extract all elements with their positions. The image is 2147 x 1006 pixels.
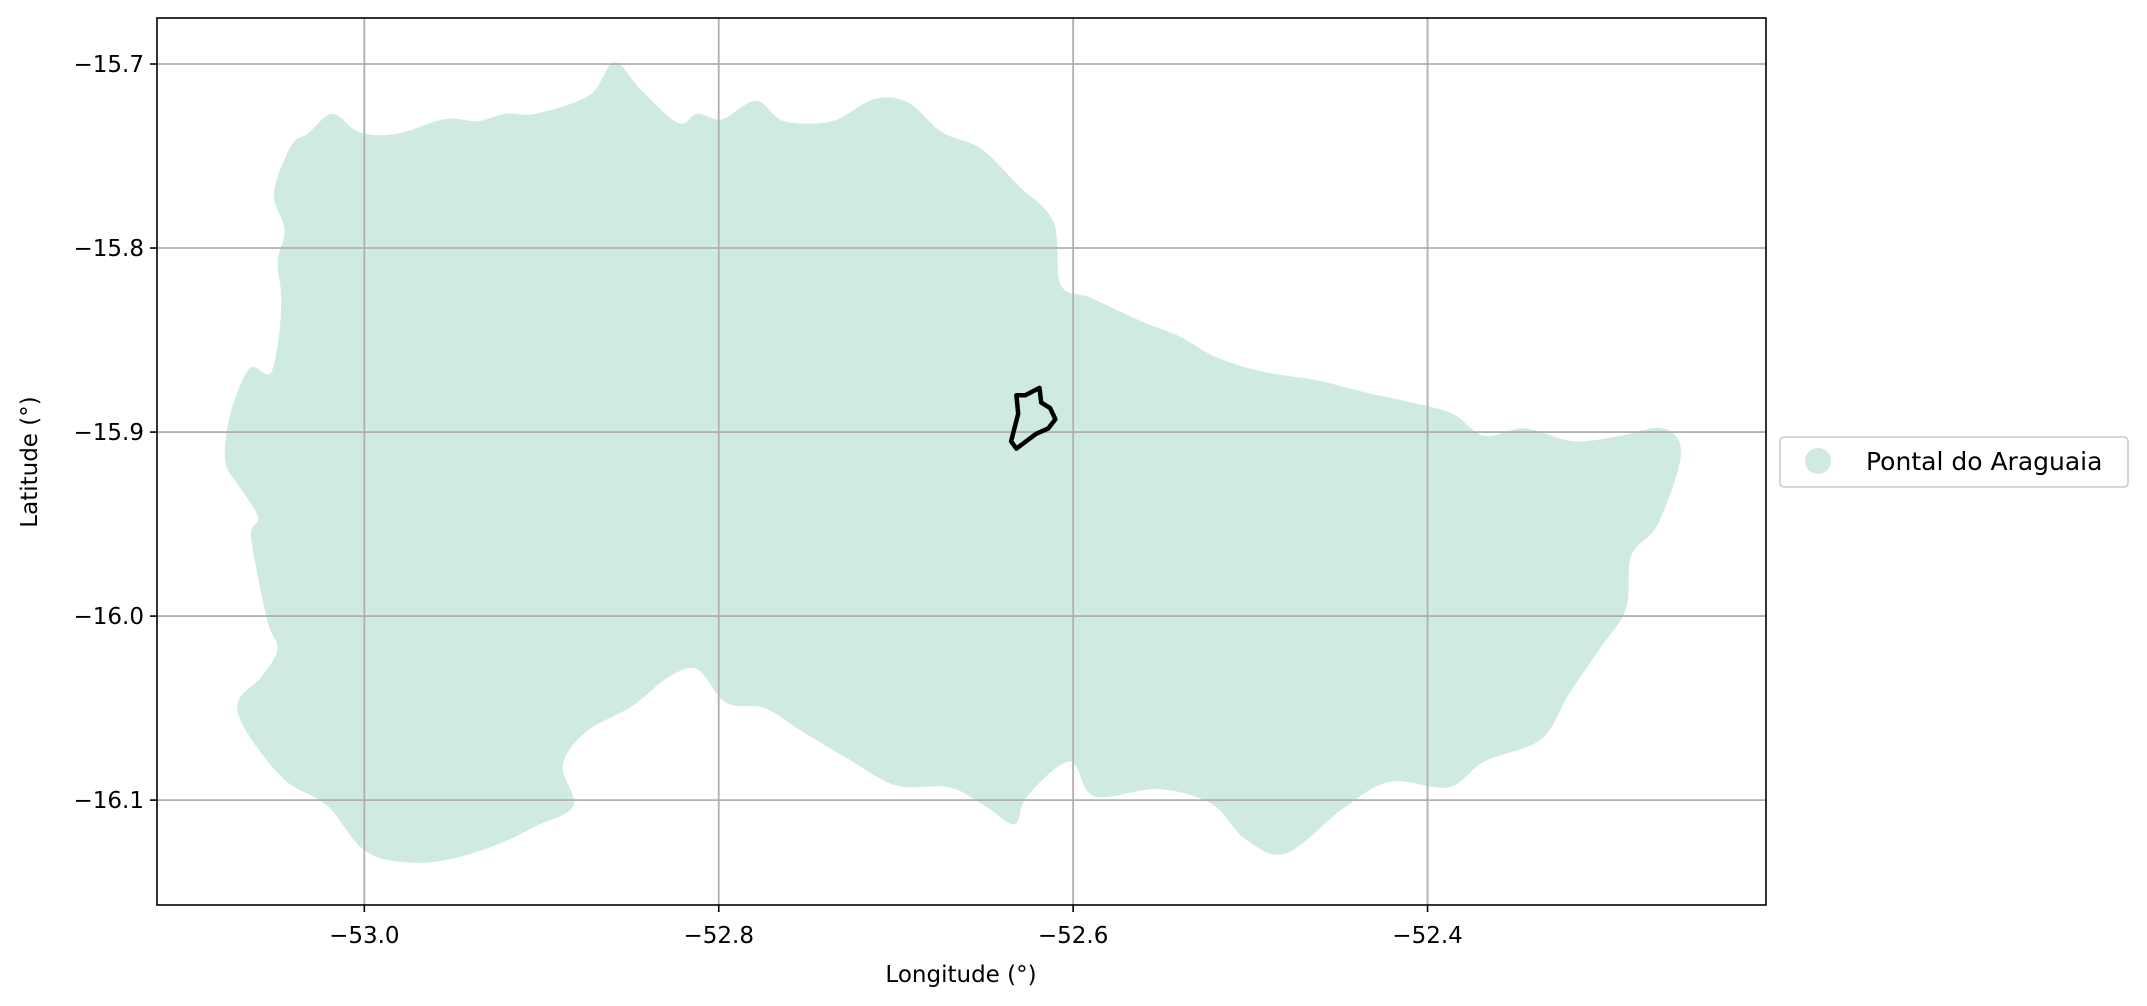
x-tick-label: −53.0 <box>329 923 399 949</box>
highlighted-area-outline <box>1008 385 1058 451</box>
y-tick-label: −15.9 <box>74 420 144 446</box>
y-tick-label: −16.0 <box>74 604 144 630</box>
legend: Pontal do Araguaia <box>1779 436 2129 488</box>
plot-area <box>156 17 1767 906</box>
y-tick-label: −15.8 <box>74 236 144 262</box>
x-axis-label: Longitude (°) <box>885 962 1036 988</box>
grid-x <box>363 18 1429 905</box>
y-axis-label: Latitude (°) <box>17 396 43 527</box>
x-axis-ticks: −53.0 −52.8 −52.6 −52.4 <box>329 905 1463 949</box>
legend-label-pontal-do-araguaia: Pontal do Araguaia <box>1866 447 2102 476</box>
x-tick-label: −52.6 <box>1038 923 1108 949</box>
x-tick-label: −52.8 <box>683 923 753 949</box>
region-pontal-do-araguaia <box>224 62 1681 863</box>
y-tick-label: −16.1 <box>74 788 144 814</box>
grid-y <box>157 63 1766 802</box>
y-axis-ticks: −15.7 −15.8 −15.9 −16.0 −16.1 <box>74 52 157 814</box>
legend-marker-pontal-do-araguaia <box>1805 448 1831 474</box>
y-tick-label: −15.7 <box>74 52 144 78</box>
x-tick-label: −52.4 <box>1392 923 1462 949</box>
plot-frame <box>156 17 1767 906</box>
legend-frame <box>1779 436 2129 488</box>
